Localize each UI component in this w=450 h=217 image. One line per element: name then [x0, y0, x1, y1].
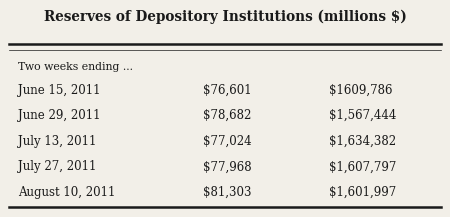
Text: August 10, 2011: August 10, 2011 [18, 186, 115, 199]
Text: $1609,786: $1609,786 [328, 84, 392, 97]
Text: June 15, 2011: June 15, 2011 [18, 84, 100, 97]
Text: $1,634,382: $1,634,382 [328, 135, 396, 148]
Text: $1,601,997: $1,601,997 [328, 186, 396, 199]
Text: $1,607,797: $1,607,797 [328, 160, 396, 173]
Text: $77,024: $77,024 [202, 135, 251, 148]
Text: July 13, 2011: July 13, 2011 [18, 135, 96, 148]
Text: $81,303: $81,303 [202, 186, 251, 199]
Text: Reserves of Depository Institutions (millions $): Reserves of Depository Institutions (mil… [44, 10, 406, 24]
Text: $78,682: $78,682 [202, 109, 251, 122]
Text: $77,968: $77,968 [202, 160, 251, 173]
Text: July 27, 2011: July 27, 2011 [18, 160, 96, 173]
Text: $76,601: $76,601 [202, 84, 251, 97]
Text: Two weeks ending ...: Two weeks ending ... [18, 62, 133, 72]
Text: June 29, 2011: June 29, 2011 [18, 109, 100, 122]
Text: $1,567,444: $1,567,444 [328, 109, 396, 122]
